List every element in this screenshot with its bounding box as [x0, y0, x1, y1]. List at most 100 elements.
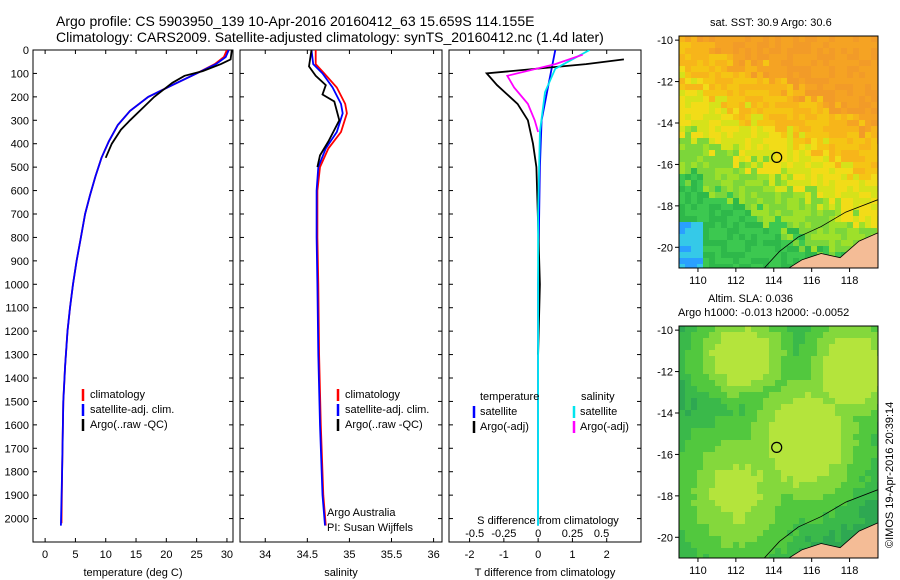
map-cell [763, 386, 770, 393]
map-cell [709, 246, 716, 253]
map-cell [721, 524, 728, 531]
map-cell [787, 258, 794, 265]
map-cell [697, 332, 704, 339]
map-cell [769, 258, 776, 265]
map-cell [805, 210, 812, 217]
map-cell [745, 422, 752, 429]
map-cell [757, 482, 764, 489]
map-cell [781, 404, 788, 411]
map-cell [835, 252, 842, 259]
map-cell [763, 60, 770, 67]
map-cell [853, 332, 860, 339]
map-cell [715, 518, 722, 525]
map-cell [679, 374, 686, 381]
map-cell [751, 356, 758, 363]
map-cell [739, 36, 746, 43]
map-cell [799, 204, 806, 211]
map-cell [847, 452, 854, 459]
map-cell [745, 512, 752, 519]
map-cell [775, 470, 782, 477]
map-cell [829, 536, 836, 543]
map-cell [811, 392, 818, 399]
map-cell [751, 54, 758, 61]
map-cell [721, 380, 728, 387]
map-cell [739, 234, 746, 241]
map-cell [697, 216, 704, 223]
map-cell [811, 410, 818, 417]
map-cell [781, 434, 788, 441]
map-cell [685, 192, 692, 199]
map-cell [697, 198, 704, 205]
map-cell [799, 476, 806, 483]
map-cell [769, 380, 776, 387]
map-cell [769, 84, 776, 91]
map-cell [733, 440, 740, 447]
map-cell [787, 542, 794, 549]
map-cell [709, 78, 716, 85]
map-cell [871, 500, 878, 507]
map-cell [685, 434, 692, 441]
map-cell [811, 476, 818, 483]
map-cell [811, 398, 818, 405]
map-cell [865, 458, 872, 465]
map-cell [775, 126, 782, 133]
map-cell [679, 228, 686, 235]
map-cell [685, 228, 692, 235]
map-cell [793, 458, 800, 465]
map-cell [805, 392, 812, 399]
map-cell [727, 228, 734, 235]
map-cell [721, 548, 728, 555]
map-cell [865, 416, 872, 423]
map-cell [859, 464, 866, 471]
map-cell [829, 252, 836, 259]
map-cell [733, 332, 740, 339]
map-cell [811, 108, 818, 115]
map-cell [835, 216, 842, 223]
map-cell [685, 138, 692, 145]
map-cell [715, 120, 722, 127]
map-cell [715, 410, 722, 417]
map-cell [739, 42, 746, 49]
float-position-marker [771, 441, 783, 453]
map-cell [805, 434, 812, 441]
map-cell [793, 216, 800, 223]
map-cell [763, 416, 770, 423]
map-cell [793, 258, 800, 265]
map-cell [679, 518, 686, 525]
map-cell [775, 54, 782, 61]
map-cell [835, 36, 842, 43]
map-cell [727, 464, 734, 471]
map-cell [871, 362, 878, 369]
map-cell [847, 72, 854, 79]
map-cell [847, 398, 854, 405]
map-cell [811, 156, 818, 163]
map-cell [811, 338, 818, 345]
x-tick-label: 25 [191, 549, 203, 561]
map-cell [853, 120, 860, 127]
map-cell [745, 356, 752, 363]
map-cell [709, 192, 716, 199]
map-cell [745, 488, 752, 495]
map-cell [757, 132, 764, 139]
map-cell [763, 234, 770, 241]
map-cell [793, 186, 800, 193]
map-cell [709, 524, 716, 531]
map-cell [799, 78, 806, 85]
map-cell [691, 210, 698, 217]
map-cell [745, 48, 752, 55]
map-cell [739, 48, 746, 55]
map-cell [823, 54, 830, 61]
map-cell [853, 350, 860, 357]
map-cell [811, 132, 818, 139]
map-cell [781, 60, 788, 67]
map-cell [763, 536, 770, 543]
map-cell [697, 174, 704, 181]
map-cell [841, 198, 848, 205]
map-cell [769, 54, 776, 61]
map-cell [841, 380, 848, 387]
map-cell [739, 512, 746, 519]
map-cell [781, 350, 788, 357]
map-cell [757, 458, 764, 465]
legend-group-label: salinity [581, 391, 615, 403]
map-cell [745, 198, 752, 205]
